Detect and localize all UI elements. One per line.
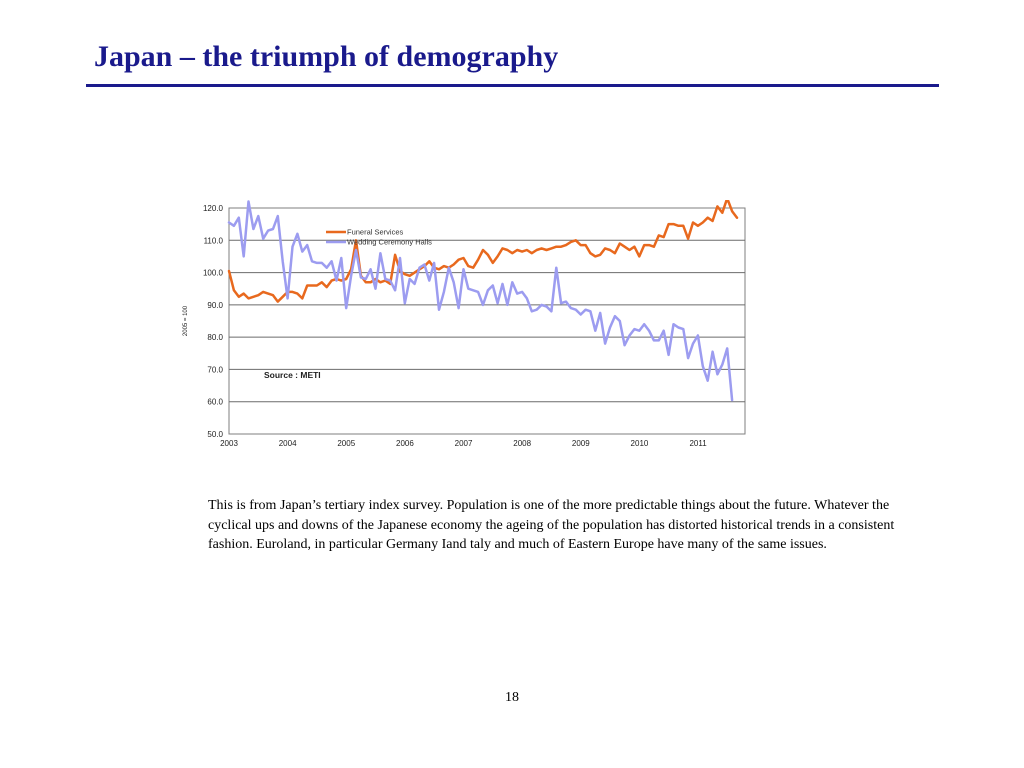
chart-svg: 120.0 110.0 100.0 90.0 80.0 70.0 60.0 50.0 2003… [183, 200, 746, 448]
x-tick-label: 2004 [279, 439, 297, 448]
y-axis-label: 2005 = 100 [183, 305, 189, 336]
x-tick-label: 2009 [572, 439, 590, 448]
y-tick-labels: 120.0 110.0 100.0 90.0 80.0 70.0 60.0 50.0 [203, 204, 224, 439]
source-annotation: Source : METI [264, 370, 321, 380]
slide-title: Japan – the triumph of demography [94, 40, 559, 73]
gridlines [229, 239, 745, 403]
x-tick-label: 2008 [513, 439, 531, 448]
x-tick-label: 2005 [337, 439, 355, 448]
legend-label-wedding-ceremony-halls: Wedding Ceremony Halls [347, 238, 432, 247]
x-tick-label: 2010 [631, 439, 649, 448]
y-tick-label: 60.0 [207, 398, 223, 407]
x-tick-label: 2011 [689, 439, 707, 448]
y-tick-label: 120.0 [203, 204, 224, 213]
x-tick-label: 2003 [220, 439, 238, 448]
series-lines [227, 200, 739, 402]
x-tick-label: 2006 [396, 439, 414, 448]
y-tick-label: 80.0 [207, 333, 223, 342]
y-tick-label: 90.0 [207, 301, 223, 310]
line-chart: 120.0 110.0 100.0 90.0 80.0 70.0 60.0 50.0 2003… [176, 200, 756, 460]
y-tick-label: 70.0 [207, 365, 223, 374]
caption-text: This is from Japan’s tertiary index surv… [208, 498, 895, 552]
series-line-funeral-services [227, 200, 739, 303]
title-underline [86, 84, 939, 87]
legend-label-funeral-services: Funeral Services [347, 228, 404, 237]
x-tick-labels: 2003 2004 2005 2006 2007 2008 2009 2010 2011 [220, 439, 707, 448]
y-tick-label: 110.0 [204, 236, 224, 245]
x-tick-label: 2007 [455, 439, 473, 448]
legend: Funeral Services Wedding Ceremony Halls [326, 228, 432, 247]
page-number: 18 [505, 690, 519, 705]
series-line-wedding-ceremony-halls [227, 200, 734, 402]
y-tick-label: 50.0 [207, 430, 223, 439]
plot-area [228, 207, 746, 435]
y-tick-label: 100.0 [203, 269, 224, 278]
